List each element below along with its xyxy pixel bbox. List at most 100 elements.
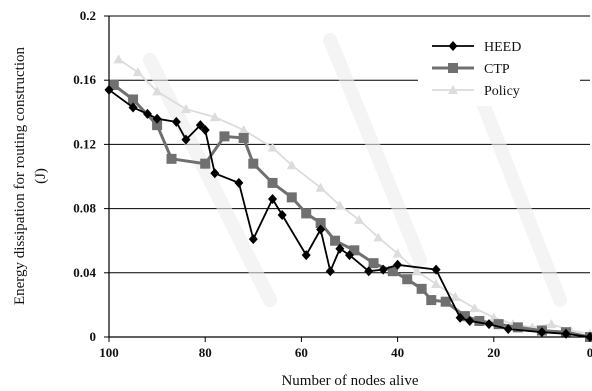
y-tick-label: 0 [90,329,97,344]
point-ctp [368,258,379,269]
y-axis-title-line2: (J) [33,168,49,184]
point-ctp [286,192,297,203]
point-policy [431,279,442,289]
point-policy [209,112,220,122]
point-policy [113,54,124,64]
point-ctp [200,158,211,169]
legend-marker-heed [448,41,458,51]
point-heed [537,327,547,338]
legend-label-ctp: CTP [484,62,510,77]
tick-labels: 0 0.04 0.08 0.12 0.16 0.2 100 80 60 40 20 0 [73,8,592,360]
point-heed [431,264,441,275]
point-policy [354,214,365,224]
axes [108,16,590,338]
point-ctp [315,218,326,229]
point-ctp [387,266,398,277]
point-heed [455,312,465,323]
point-policy [546,319,557,329]
point-policy [267,142,278,152]
point-policy [334,200,345,210]
point-ctp [426,295,437,306]
x-tick-label: 100 [99,345,119,360]
point-ctp [267,177,278,188]
point-ctp [166,153,177,164]
point-policy [315,182,326,192]
point-heed [561,328,571,339]
point-heed [393,259,403,270]
point-heed [181,134,191,145]
point-heed [364,266,374,277]
point-policy [286,160,297,170]
point-heed [335,243,345,254]
point-policy [392,248,403,258]
point-ctp [128,94,139,105]
point-heed [200,124,210,135]
point-heed [345,250,354,261]
point-ctp [440,296,451,307]
point-heed [128,102,138,113]
point-heed [142,108,152,119]
point-ctp [238,132,249,143]
point-heed [316,224,326,235]
y-axis-title: Energy dissipation for routing construct… [12,46,49,305]
y-tick-label: 0.08 [73,201,96,216]
point-heed [171,116,181,127]
y-tick-label: 0.2 [80,8,96,23]
point-heed [465,315,475,326]
point-heed [503,323,513,334]
legend: HEED CTP Policy [418,34,580,106]
y-axis-title-line1: Energy dissipation for routing construct… [12,46,28,305]
point-heed [152,113,162,124]
point-policy [132,67,143,77]
point-policy [469,303,480,313]
point-ctp [416,283,427,294]
point-ctp [459,311,470,322]
point-heed [234,177,244,188]
point-ctp [493,319,504,330]
watermark-streak [463,63,567,307]
point-heed [248,234,258,245]
point-policy [450,291,461,301]
x-tick-label: 60 [295,345,308,360]
point-policy [180,104,191,114]
point-heed [277,210,287,221]
y-tick-label: 0.12 [73,136,96,151]
point-heed [195,120,205,131]
point-heed [210,168,220,179]
point-heed [268,193,278,204]
point-ctp [108,80,119,91]
x-tick-label: 80 [199,345,212,360]
watermark-streak [323,33,427,267]
series-heed [104,84,592,342]
point-policy [411,266,422,276]
point-ctp [349,245,360,256]
point-heed [301,250,311,261]
point-policy [238,124,249,134]
watermark-streak [143,53,277,307]
point-ctp [512,322,523,333]
point-ctp [402,274,413,285]
point-ctp [248,158,259,169]
x-tick-label: 40 [391,345,404,360]
point-heed [484,319,494,330]
point-ctp [152,120,163,131]
point-ctp [301,208,312,219]
x-axis-title: Number of nodes alive [281,373,418,389]
series-layer [104,54,592,342]
point-policy [152,86,163,96]
x-tick-label: 20 [487,345,500,360]
point-ctp [219,131,230,142]
y-tick-label: 0.04 [73,265,96,280]
point-heed [325,266,335,277]
x-tick-label: 0 [587,345,592,360]
legend-label-heed: HEED [484,40,521,55]
legend-marker-policy [448,85,458,94]
legend-label-policy: Policy [484,84,520,99]
point-policy [373,232,384,242]
point-ctp [330,235,341,246]
point-ctp [474,315,485,326]
y-tick-label: 0.16 [73,72,96,87]
point-heed [378,264,388,275]
legend-marker-ctp [448,63,458,73]
